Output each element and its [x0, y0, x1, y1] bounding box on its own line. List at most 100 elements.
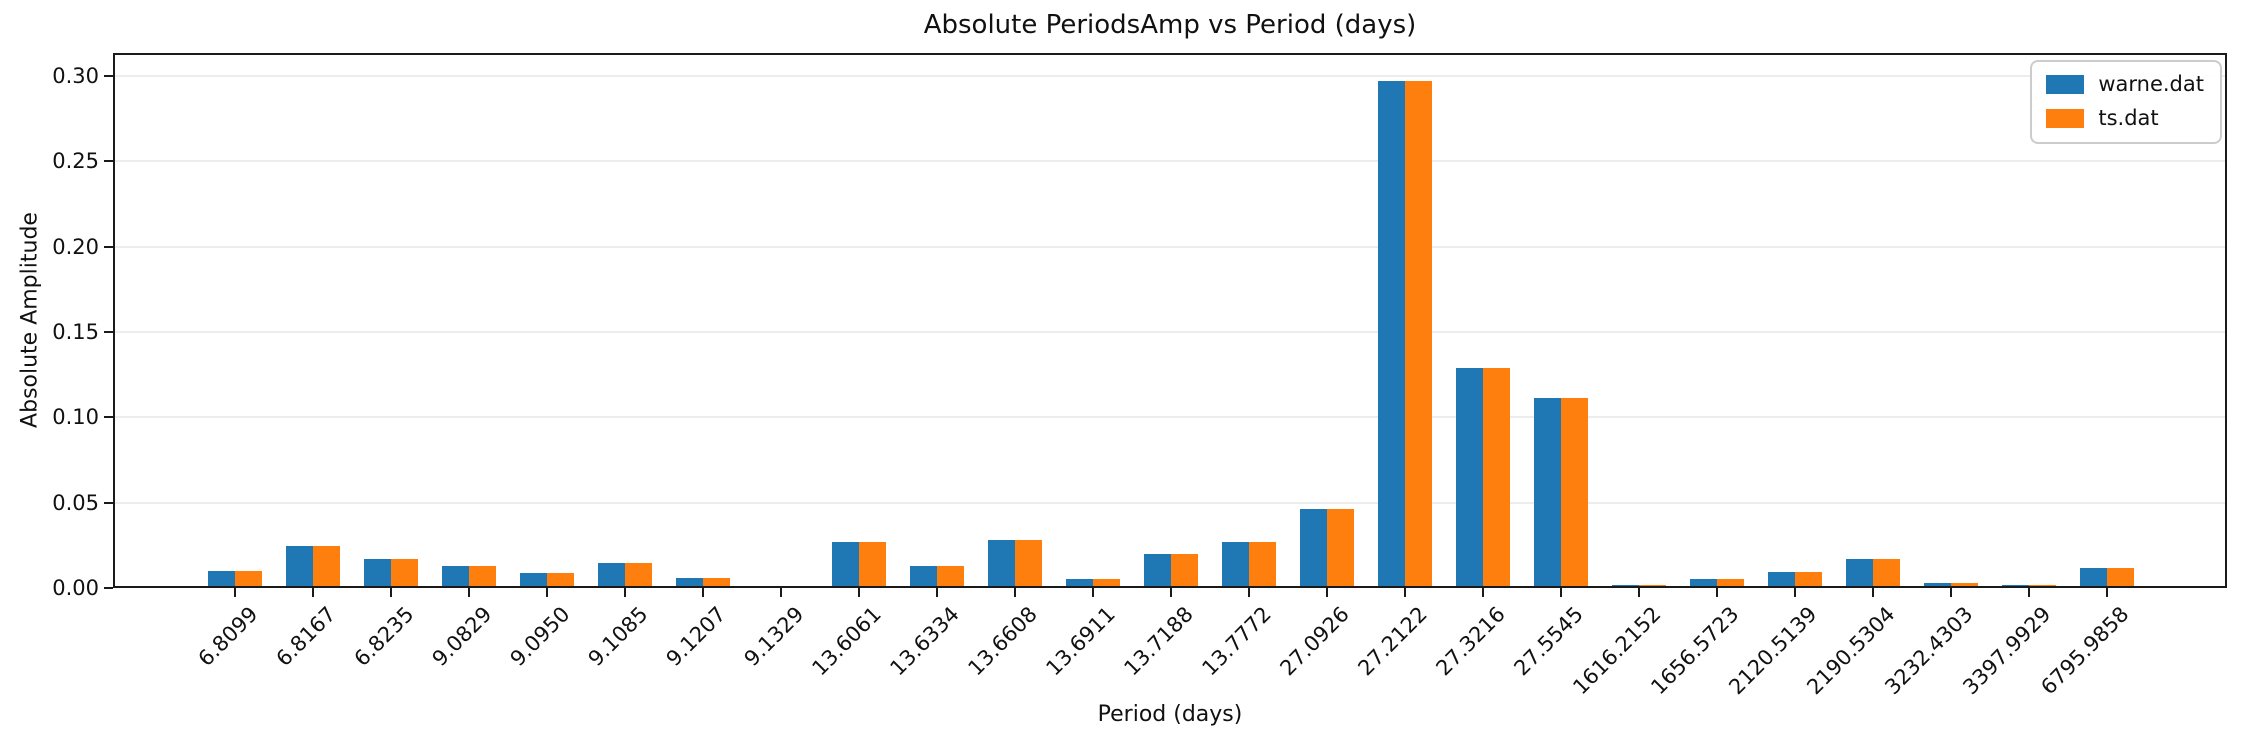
gridline: [115, 501, 2225, 504]
bar-warne.dat: [1300, 509, 1327, 588]
bar-warne.dat: [1066, 578, 1093, 588]
bar-warne.dat: [2080, 568, 2107, 588]
bar-warne.dat: [364, 559, 391, 588]
y-tick: [104, 160, 113, 163]
x-tick-label: 13.6608: [963, 602, 1042, 681]
legend: warne.dat ts.dat: [2030, 60, 2222, 144]
bar-warne.dat: [598, 563, 625, 588]
x-axis-label: Period (days): [1097, 702, 1243, 727]
x-tick: [1482, 588, 1484, 597]
legend-swatch-warne: [2046, 74, 2085, 94]
legend-item-warne: warne.dat: [2046, 72, 2204, 96]
x-tick-label: 13.6061: [807, 602, 886, 681]
x-tick-label: 9.1329: [739, 602, 808, 671]
y-tick-label: 0.20: [52, 234, 99, 259]
y-tick-label: 0.15: [52, 320, 99, 345]
x-tick-label: 6.8099: [193, 602, 262, 671]
bar-warne.dat: [520, 573, 547, 588]
bar-warne.dat: [1144, 553, 1171, 588]
bar-ts.dat: [1483, 367, 1510, 588]
y-tick-label: 0.05: [52, 490, 99, 515]
y-tick-label: 0.25: [52, 149, 99, 174]
x-tick-label: 9.1085: [583, 602, 652, 671]
x-tick: [1014, 588, 1016, 597]
bar-warne.dat: [910, 566, 937, 588]
x-tick: [1872, 588, 1874, 597]
bar-warne.dat: [1378, 81, 1405, 588]
x-tick: [1638, 588, 1640, 597]
x-tick: [468, 588, 470, 597]
x-tick: [624, 588, 626, 597]
bar-warne.dat: [2002, 584, 2029, 588]
legend-label-ts: ts.dat: [2098, 106, 2159, 130]
x-tick-label: 27.2122: [1353, 602, 1432, 681]
x-tick: [546, 588, 548, 597]
x-tick: [702, 588, 704, 597]
gridline: [115, 331, 2225, 334]
x-tick-label: 9.1207: [661, 602, 730, 671]
bar-ts.dat: [1639, 584, 1666, 588]
x-tick-label: 6.8167: [271, 602, 340, 671]
bar-ts.dat: [859, 541, 886, 588]
bar-ts.dat: [1015, 540, 1042, 588]
gridline: [115, 75, 2225, 78]
x-tick: [312, 588, 314, 597]
bar-warne.dat: [1768, 571, 1795, 588]
bar-warne.dat: [286, 546, 313, 588]
x-tick: [1560, 588, 1562, 597]
bar-ts.dat: [235, 570, 262, 588]
x-tick: [1326, 588, 1328, 597]
y-tick: [104, 587, 113, 589]
y-tick: [104, 75, 113, 78]
x-tick: [234, 588, 236, 597]
x-tick-label: 13.6911: [1041, 602, 1120, 681]
bar-ts.dat: [1717, 578, 1744, 588]
x-tick: [2106, 588, 2108, 597]
x-tick-label: 9.0950: [505, 602, 574, 671]
y-tick: [104, 416, 113, 419]
legend-item-ts: ts.dat: [2046, 106, 2204, 130]
bar-warne.dat: [1534, 397, 1561, 588]
bar-ts.dat: [1795, 571, 1822, 588]
y-tick: [104, 245, 113, 248]
bar-warne.dat: [1222, 542, 1249, 588]
bar-ts.dat: [703, 578, 730, 588]
gridline: [115, 160, 2225, 163]
y-tick: [104, 501, 113, 504]
x-tick: [1404, 588, 1406, 597]
x-tick-label: 9.0829: [427, 602, 496, 671]
bar-ts.dat: [2029, 584, 2056, 588]
x-tick: [780, 588, 782, 597]
bar-ts.dat: [1561, 397, 1588, 588]
x-tick: [2028, 588, 2030, 597]
x-tick-label: 27.0926: [1275, 602, 1354, 681]
bar-ts.dat: [1093, 578, 1120, 588]
bar-warne.dat: [832, 541, 859, 588]
bar-ts.dat: [391, 559, 418, 588]
x-tick: [858, 588, 860, 597]
bar-warne.dat: [1690, 578, 1717, 588]
legend-label-warne: warne.dat: [2098, 72, 2204, 96]
bar-ts.dat: [1405, 81, 1432, 588]
x-tick: [1794, 588, 1796, 597]
bar-ts.dat: [937, 566, 964, 588]
bar-warne.dat: [676, 578, 703, 588]
bar-warne.dat: [1612, 584, 1639, 588]
y-tick-label: 0.30: [52, 64, 99, 89]
x-tick-label: 13.7772: [1197, 602, 1276, 681]
plot-area: [113, 53, 2227, 588]
bar-ts.dat: [469, 565, 496, 588]
y-tick-label: 0.10: [52, 405, 99, 430]
y-tick-label: 0.00: [52, 576, 99, 600]
bar-ts.dat: [313, 546, 340, 588]
bar-warne.dat: [1456, 367, 1483, 588]
x-tick: [1716, 588, 1718, 597]
y-tick: [104, 331, 113, 334]
x-tick-label: 27.5545: [1509, 602, 1588, 681]
gridline: [115, 245, 2225, 248]
bar-warne.dat: [1924, 583, 1951, 588]
x-tick: [1170, 588, 1172, 597]
x-tick: [390, 588, 392, 597]
x-tick: [936, 588, 938, 597]
